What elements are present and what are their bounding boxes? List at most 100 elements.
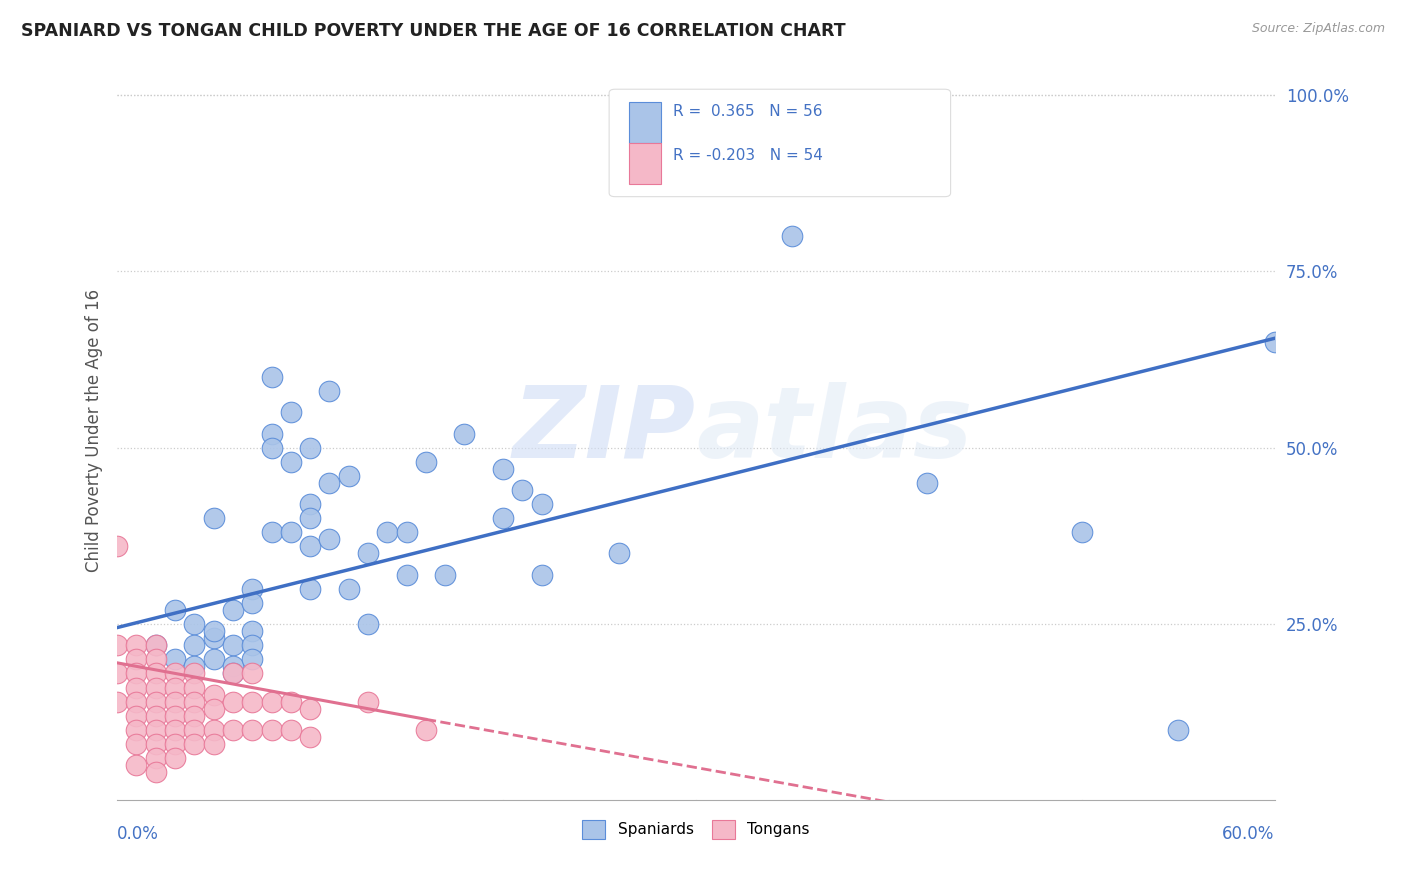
Point: [530, 497, 553, 511]
Point: [183, 681, 205, 695]
Point: [183, 659, 205, 673]
Point: [125, 681, 148, 695]
Point: [183, 666, 205, 681]
Point: [647, 109, 669, 123]
Point: [240, 596, 263, 610]
Point: [165, 751, 187, 765]
Point: [299, 540, 322, 554]
Point: [165, 723, 187, 737]
Point: [357, 695, 380, 709]
Point: [145, 638, 167, 652]
Point: [240, 723, 263, 737]
Point: [357, 546, 380, 560]
Point: [165, 652, 187, 666]
Point: [318, 533, 340, 547]
Text: atlas: atlas: [696, 382, 973, 478]
Point: [299, 582, 322, 596]
Point: [105, 638, 128, 652]
Point: [183, 737, 205, 751]
Point: [299, 730, 322, 744]
Point: [415, 455, 437, 469]
Point: [202, 631, 225, 645]
Text: SPANIARD VS TONGAN CHILD POVERTY UNDER THE AGE OF 16 CORRELATION CHART: SPANIARD VS TONGAN CHILD POVERTY UNDER T…: [21, 22, 846, 40]
Point: [222, 638, 245, 652]
Point: [125, 695, 148, 709]
Point: [240, 624, 263, 639]
Point: [183, 708, 205, 723]
Point: [280, 525, 302, 540]
Point: [510, 483, 533, 497]
Point: [299, 511, 322, 525]
Point: [125, 708, 148, 723]
Point: [260, 525, 283, 540]
Point: [492, 462, 515, 476]
Point: [260, 695, 283, 709]
Point: [318, 475, 340, 490]
Legend: Spaniards, Tongans: Spaniards, Tongans: [576, 814, 815, 845]
Point: [222, 695, 245, 709]
Text: R =  0.365   N = 56: R = 0.365 N = 56: [673, 104, 823, 119]
Point: [202, 723, 225, 737]
Point: [240, 638, 263, 652]
Point: [917, 475, 939, 490]
Point: [183, 638, 205, 652]
Point: [337, 468, 360, 483]
Point: [260, 426, 283, 441]
Point: [299, 702, 322, 716]
Point: [165, 708, 187, 723]
Point: [395, 525, 418, 540]
Point: [280, 455, 302, 469]
FancyBboxPatch shape: [628, 102, 661, 143]
Point: [453, 426, 475, 441]
Point: [260, 723, 283, 737]
Point: [530, 567, 553, 582]
Point: [222, 666, 245, 681]
Point: [125, 638, 148, 652]
Point: [280, 695, 302, 709]
Point: [492, 511, 515, 525]
Point: [260, 370, 283, 384]
Point: [395, 567, 418, 582]
Text: R = -0.203   N = 54: R = -0.203 N = 54: [673, 148, 823, 163]
Point: [165, 666, 187, 681]
Point: [125, 737, 148, 751]
Point: [202, 652, 225, 666]
Point: [165, 737, 187, 751]
Point: [183, 617, 205, 632]
Point: [125, 652, 148, 666]
Point: [240, 582, 263, 596]
Point: [280, 723, 302, 737]
Point: [105, 540, 128, 554]
Text: 60.0%: 60.0%: [1222, 825, 1275, 843]
Point: [415, 723, 437, 737]
Y-axis label: Child Poverty Under the Age of 16: Child Poverty Under the Age of 16: [86, 288, 103, 572]
Point: [183, 723, 205, 737]
Point: [434, 567, 457, 582]
Point: [222, 603, 245, 617]
Point: [202, 702, 225, 716]
Point: [165, 681, 187, 695]
Point: [202, 511, 225, 525]
Text: ZIP: ZIP: [513, 382, 696, 478]
Point: [1264, 334, 1286, 349]
Point: [607, 546, 630, 560]
Point: [222, 723, 245, 737]
Point: [357, 617, 380, 632]
Point: [145, 652, 167, 666]
Point: [145, 681, 167, 695]
Point: [202, 688, 225, 702]
Point: [145, 737, 167, 751]
Point: [222, 659, 245, 673]
Point: [1167, 723, 1189, 737]
Point: [145, 695, 167, 709]
Point: [240, 666, 263, 681]
Point: [240, 695, 263, 709]
Point: [183, 695, 205, 709]
Point: [165, 695, 187, 709]
Point: [299, 441, 322, 455]
Point: [375, 525, 398, 540]
FancyBboxPatch shape: [628, 144, 661, 184]
Point: [202, 737, 225, 751]
Point: [165, 603, 187, 617]
FancyBboxPatch shape: [609, 89, 950, 196]
